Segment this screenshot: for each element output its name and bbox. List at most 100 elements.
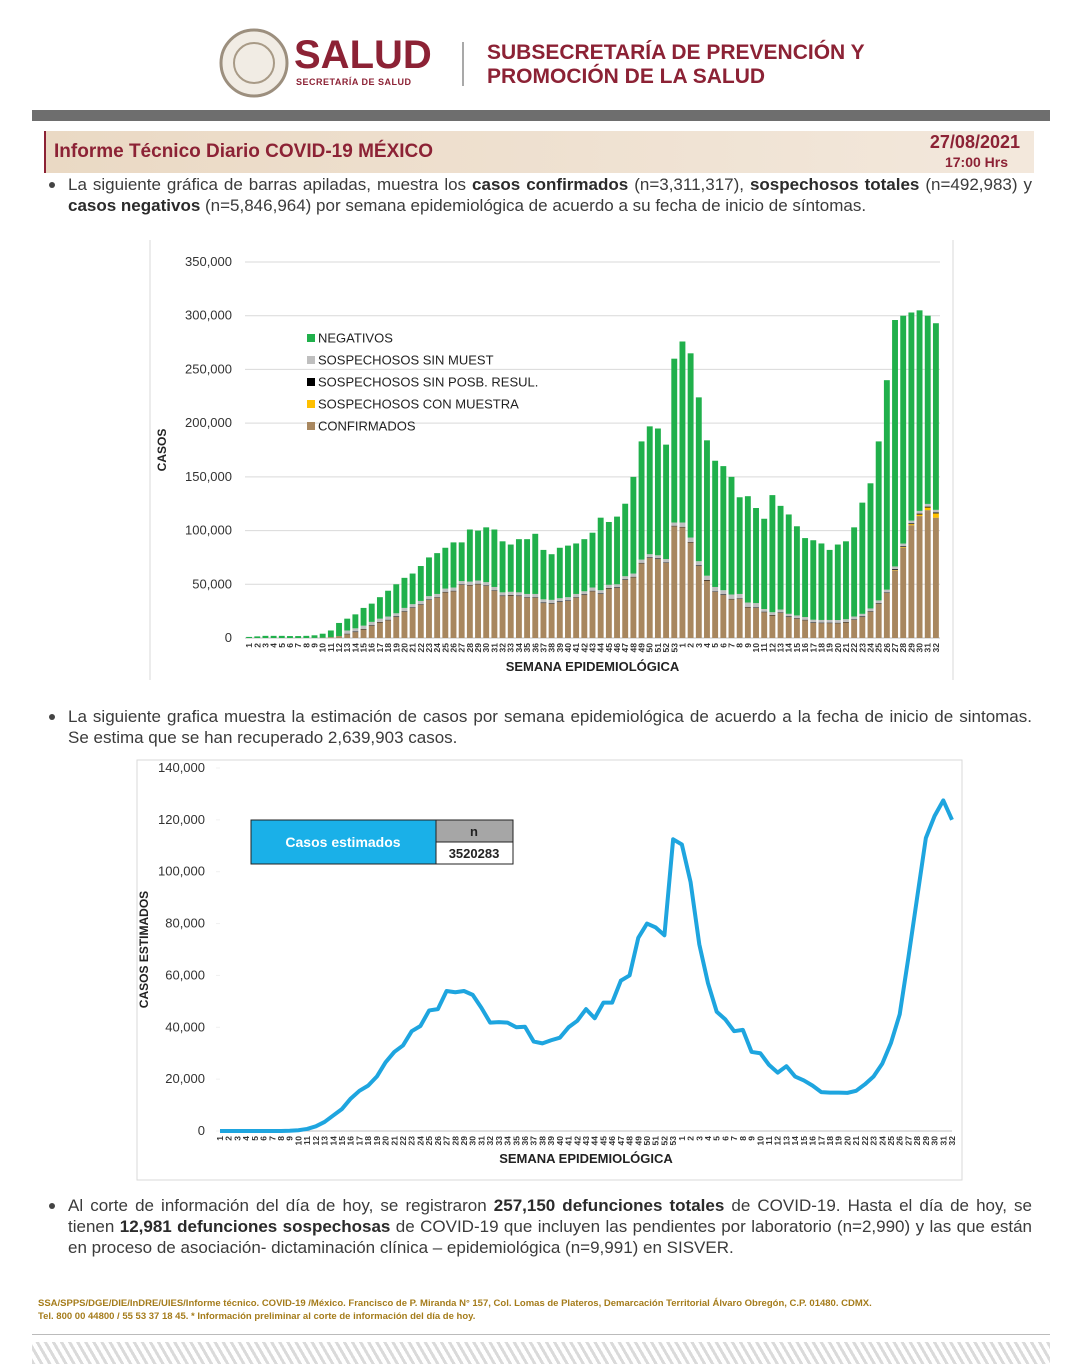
x-tick-label: 52 <box>659 1136 669 1146</box>
y-tick-label: 60,000 <box>165 967 205 982</box>
bar-segment <box>687 541 694 543</box>
y-tick-label: 50,000 <box>192 576 232 591</box>
bar-segment <box>736 497 743 594</box>
y-tick-label: 0 <box>198 1123 205 1138</box>
footer-line: SSA/SPPS/DGE/DIE/InDRE/UIES/Informe técn… <box>38 1298 872 1309</box>
bar-segment <box>769 614 776 616</box>
bar-segment <box>916 310 923 511</box>
bar-segment <box>540 603 547 638</box>
x-tick-label: 16 <box>367 643 377 653</box>
x-tick-label: 53 <box>668 1136 678 1146</box>
y-tick-label: 100,000 <box>158 864 205 879</box>
bar-segment <box>671 358 678 523</box>
bar-segment <box>254 636 261 638</box>
bar-segment <box>695 566 702 638</box>
bar-segment <box>826 549 833 620</box>
bar-segment <box>834 622 841 624</box>
legend-label: SOSPECHOSOS CON MUESTRA <box>318 397 519 412</box>
bar-segment <box>802 620 809 638</box>
bar-segment <box>695 565 702 567</box>
bar-segment <box>892 566 898 570</box>
annotation-value-cell <box>435 841 514 865</box>
bar-segment <box>597 517 604 591</box>
bar-segment <box>793 526 800 616</box>
line <box>220 798 954 1133</box>
bar-segment <box>450 587 457 591</box>
bar-segment <box>932 509 939 513</box>
x-tick-label: 24 <box>866 643 876 653</box>
x-tick-label: 1 <box>215 1136 225 1141</box>
x-tick-label: 3 <box>694 1136 704 1141</box>
bar-segment <box>875 603 882 638</box>
bar-segment <box>376 618 383 622</box>
bar-segment <box>867 483 874 609</box>
x-tick-label: 7 <box>267 1136 277 1141</box>
bar-segment <box>687 542 694 638</box>
bar-segment <box>753 607 759 638</box>
bar-segment <box>867 611 874 612</box>
bar-segment <box>712 591 719 592</box>
frame <box>136 759 963 1181</box>
x-tick-label: 2 <box>252 643 262 648</box>
text-run: 12,981 defunciones sospechosas <box>119 1217 391 1236</box>
bar-segment <box>466 581 473 585</box>
bar-segment <box>532 597 539 598</box>
text-run: Al corte de información del día de hoy, … <box>68 1196 494 1215</box>
bar-segment <box>368 603 375 622</box>
report-date: 27/08/2021 <box>929 132 1020 152</box>
bar-segment <box>393 617 400 638</box>
bar-segment <box>581 539 588 592</box>
bar-segment <box>458 584 465 638</box>
bar-segment <box>581 595 588 638</box>
bar-segment <box>932 513 939 518</box>
bar-segment <box>663 444 670 560</box>
y-tick-label: 200,000 <box>185 415 232 430</box>
x-tick-label: 21 <box>408 643 418 653</box>
bar-segment <box>924 503 931 507</box>
bar-segment <box>450 591 457 638</box>
bar-segment <box>834 620 841 623</box>
bar-segment <box>704 579 710 581</box>
bar-segment <box>712 586 719 592</box>
bar-segment <box>507 595 514 596</box>
x-tick-label: 36 <box>530 643 540 653</box>
bar-segment <box>671 525 678 527</box>
x-tick-label: 22 <box>849 643 859 653</box>
x-tick-label: 8 <box>276 1136 286 1141</box>
bar-segment <box>442 592 449 638</box>
y-axis-title: CASOS <box>155 429 169 472</box>
bar-segment <box>605 588 612 638</box>
bar-segment <box>614 587 620 589</box>
x-tick-label: 13 <box>776 643 786 653</box>
x-tick-label: 4 <box>703 1136 713 1141</box>
x-tick-label: 3 <box>232 1136 242 1141</box>
x-tick-label: 37 <box>529 1136 539 1146</box>
x-tick-label: 24 <box>877 1136 887 1146</box>
bar-segment <box>565 545 571 598</box>
y-tick-label: 40,000 <box>165 1019 205 1034</box>
bar-segment <box>303 635 310 638</box>
bar-segment <box>793 618 800 638</box>
bar-segment <box>769 615 776 638</box>
bar-segment <box>491 590 498 591</box>
bar-segment <box>785 617 792 638</box>
bar-segment <box>426 557 432 597</box>
x-tick-label: 9 <box>747 1136 757 1141</box>
x-tick-label: 1 <box>677 643 687 648</box>
report-title: Informe Técnico Diario COVID-19 MÉXICO <box>54 141 434 162</box>
bar-segment <box>450 590 457 592</box>
x-tick-label: 25 <box>886 1136 896 1146</box>
bar-segment <box>646 554 653 558</box>
bar-segment <box>376 597 383 619</box>
bar-segment <box>932 512 939 514</box>
x-tick-label: 4 <box>269 643 279 648</box>
bar-segment <box>851 527 858 617</box>
bar-segment <box>777 505 784 610</box>
bar-segment <box>344 634 351 638</box>
x-tick-label: 26 <box>449 643 459 653</box>
text-run: (n=3,311,317), <box>628 175 750 194</box>
text-run: de COVID-19. Hasta el día de hoy, se tie… <box>68 1196 1032 1236</box>
x-tick-label: 49 <box>637 643 647 653</box>
x-tick-label: 22 <box>398 1136 408 1146</box>
bar-segment <box>728 594 735 599</box>
